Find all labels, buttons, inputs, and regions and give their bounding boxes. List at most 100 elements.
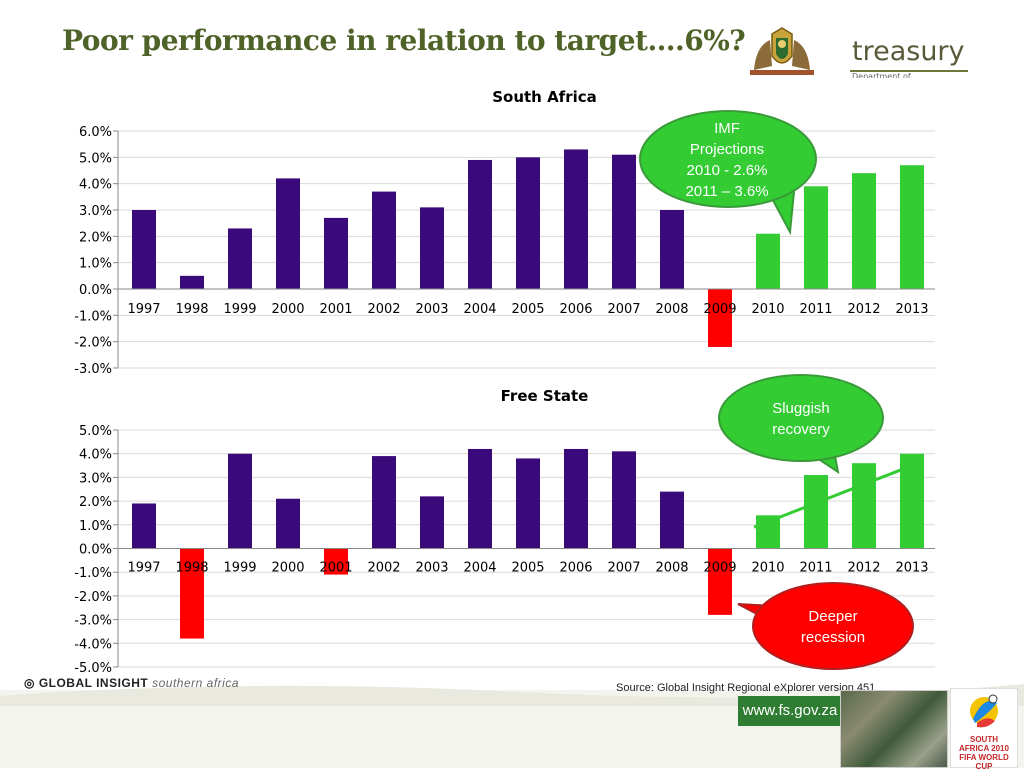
website-link[interactable]: www.fs.gov.za (738, 696, 842, 726)
bar-2006 (564, 149, 588, 289)
x-tick-label: 2010 (751, 302, 784, 317)
stadium-collage-image (840, 690, 948, 768)
x-tick-label: 2009 (703, 561, 736, 576)
treasury-subtext: Department of (852, 72, 911, 78)
callout-line: 2010 - 2.6% (686, 162, 768, 179)
bar-2012 (852, 173, 876, 289)
x-tick-label: 1999 (223, 561, 256, 576)
bar-2003 (420, 207, 444, 289)
x-tick-label: 2007 (607, 302, 640, 317)
bar-2006 (564, 448, 588, 549)
x-tick-label: 2003 (415, 302, 448, 317)
y-tick-label: 4.0% (79, 448, 112, 463)
x-tick-label: 2007 (607, 561, 640, 576)
bar-1997 (132, 503, 156, 549)
deeper-callout-text: Deeper recession (757, 606, 909, 648)
y-tick-label: 3.0% (79, 471, 112, 486)
y-tick-label: -3.0% (74, 614, 112, 629)
chart-title: Free State (501, 387, 589, 405)
x-tick-label: 1997 (127, 302, 160, 317)
y-tick-label: 0.0% (79, 543, 112, 558)
x-tick-label: 1998 (175, 302, 208, 317)
callout-line: 2011 – 3.6% (685, 183, 769, 200)
bar-1999 (228, 228, 252, 289)
treasury-rule (850, 70, 968, 72)
treasury-wordmark: treasury (852, 36, 965, 67)
callout-line: Sluggish (772, 400, 830, 417)
x-tick-label: 1999 (223, 302, 256, 317)
bar-2012 (852, 463, 876, 549)
bar-2000 (276, 498, 300, 549)
y-tick-label: 2.0% (79, 495, 112, 510)
x-tick-label: 2001 (319, 561, 352, 576)
charts-canvas: South Africa 6.0% 5.0% 4.0% 3.0% 2.0% 1.0% 0.0%… (74, 88, 935, 676)
y-tick-label: 3.0% (79, 204, 112, 219)
world-cup-emblem-icon (970, 694, 998, 728)
bar-2002 (372, 456, 396, 549)
bar-2009 (708, 548, 732, 615)
chart-1: Free State 5.0% 4.0% 3.0% 2.0% 1.0% 0.0% -1.0% -… (74, 387, 935, 676)
slide-title: Poor performance in relation to target….… (62, 24, 746, 57)
bar-2004 (468, 159, 492, 289)
bar-2000 (276, 178, 300, 289)
bar-2013 (900, 165, 924, 289)
y-tick-label: -4.0% (74, 637, 112, 652)
x-tick-label: 2005 (511, 302, 544, 317)
trend-line (753, 464, 913, 529)
bar-2001 (324, 548, 348, 575)
bar-2004 (468, 448, 492, 549)
x-tick-label: 2013 (895, 561, 928, 576)
sluggish-callout-bubble (718, 374, 884, 462)
x-tick-label: 2001 (319, 302, 352, 317)
bar-2008 (660, 210, 684, 289)
callout-line: IMF (714, 120, 740, 137)
callout-line: Projections (689, 141, 765, 158)
bar-2005 (516, 157, 540, 289)
bar-2007 (612, 451, 636, 549)
x-tick-label: 2004 (463, 561, 496, 576)
bar-2003 (420, 496, 444, 549)
bar-1999 (228, 453, 252, 549)
imf-callout-text: IMF Projections 2010 - 2.6% 2011 – 3.6% (652, 118, 802, 202)
bar-2007 (612, 154, 636, 289)
imf-callout-bubble (639, 110, 817, 208)
sluggish-callout-text: Sluggish recovery (725, 398, 877, 440)
bar-2002 (372, 191, 396, 289)
y-tick-label: -2.0% (74, 590, 112, 605)
x-tick-label: 2003 (415, 561, 448, 576)
x-tick-label: 2013 (895, 302, 928, 317)
y-tick-label: 1.0% (79, 519, 112, 534)
chart-title: South Africa (492, 88, 597, 106)
y-tick-label: -3.0% (74, 362, 112, 377)
x-tick-label: 2011 (799, 302, 832, 317)
y-tick-label: 2.0% (79, 230, 112, 245)
bar-2008 (660, 491, 684, 549)
global-insight-icon: ◎ (24, 676, 39, 690)
x-tick-label: 2008 (655, 561, 688, 576)
x-tick-label: 2006 (559, 302, 592, 317)
y-tick-label: 6.0% (79, 125, 112, 140)
callout-line: recovery (772, 421, 830, 438)
y-tick-label: -1.0% (74, 309, 112, 324)
x-tick-label: 2012 (847, 561, 880, 576)
x-tick-label: 1998 (175, 561, 208, 576)
callout-line: recession (800, 629, 866, 646)
callout-line: Deeper (808, 608, 858, 625)
y-tick-label: -5.0% (74, 661, 112, 676)
bar-2005 (516, 458, 540, 549)
global-insight-logo: ◎ GLOBAL INSIGHT southern africa (24, 676, 239, 690)
coat-of-arms-logo (742, 26, 972, 78)
x-tick-label: 2000 (271, 561, 304, 576)
x-tick-label: 2009 (703, 302, 736, 317)
y-tick-label: 5.0% (79, 424, 112, 439)
y-tick-label: 4.0% (79, 178, 112, 193)
y-tick-label: 5.0% (79, 151, 112, 166)
x-tick-label: 2008 (655, 302, 688, 317)
bar-2011 (804, 475, 828, 549)
bar-2010 (756, 233, 780, 289)
x-tick-label: 2000 (271, 302, 304, 317)
y-tick-label: 1.0% (79, 257, 112, 272)
x-tick-label: 2006 (559, 561, 592, 576)
x-tick-label: 2012 (847, 302, 880, 317)
y-tick-label: -1.0% (74, 566, 112, 581)
